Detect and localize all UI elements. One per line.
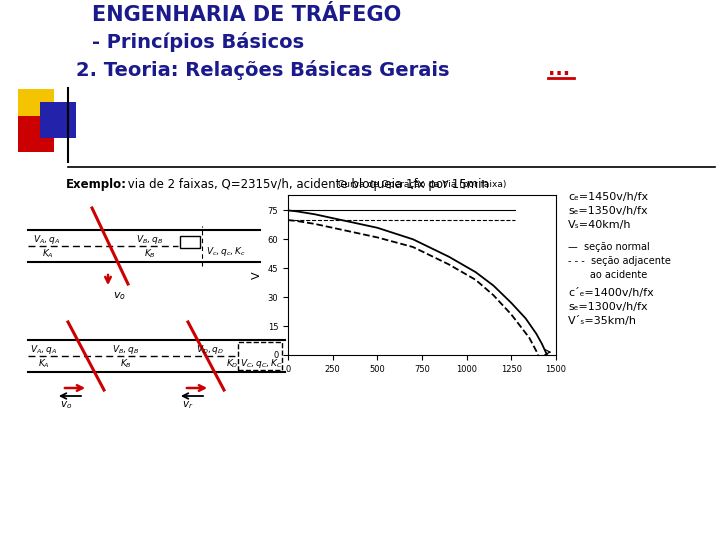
Text: V´ₛ=35km/h: V´ₛ=35km/h	[568, 316, 637, 326]
Text: $v_o$: $v_o$	[60, 399, 72, 411]
Text: ENGENHARIA DE TRÁFEGO: ENGENHARIA DE TRÁFEGO	[92, 5, 401, 25]
Bar	[238, 342, 282, 370]
Bar	[40, 102, 76, 138]
Text: $V_B,q_B$: $V_B,q_B$	[136, 233, 163, 246]
Text: $V_C, q_C, K_C$: $V_C, q_C, K_C$	[240, 357, 283, 370]
Text: $K_A$: $K_A$	[38, 357, 50, 370]
Text: $K_A$: $K_A$	[42, 248, 54, 260]
Text: Exemplo:: Exemplo:	[66, 178, 127, 191]
Text: $v_o$: $v_o$	[113, 290, 126, 302]
Bar	[180, 236, 200, 248]
Title: Curva de Operação da Via (por faixa): Curva de Operação da Via (por faixa)	[338, 180, 506, 188]
Text: Vₛ=40km/h: Vₛ=40km/h	[568, 220, 631, 230]
Bar	[18, 89, 54, 125]
Text: $K_B$: $K_B$	[144, 248, 156, 260]
Text: $K_D$: $K_D$	[226, 357, 238, 370]
Text: $V_c,q_c,K_c$: $V_c,q_c,K_c$	[206, 246, 246, 259]
Text: ...: ...	[548, 60, 570, 79]
Bar	[18, 116, 54, 152]
Text: c´ₑ=1400v/h/fx: c´ₑ=1400v/h/fx	[568, 288, 654, 298]
Text: $V_A, q_A$: $V_A, q_A$	[30, 342, 57, 355]
Text: 2. Teoria: Relações Básicas Gerais: 2. Teoria: Relações Básicas Gerais	[76, 60, 449, 80]
Text: $v_r$: $v_r$	[182, 399, 194, 411]
Text: —  seção normal: — seção normal	[568, 242, 649, 252]
Text: - Princípios Básicos: - Princípios Básicos	[92, 32, 304, 52]
Text: - - -  seção adjacente: - - - seção adjacente	[568, 256, 671, 266]
Y-axis label: V: V	[252, 271, 262, 279]
Text: $V_B, q_B$: $V_B, q_B$	[112, 342, 139, 355]
Text: $K_B$: $K_B$	[120, 357, 132, 370]
Text: cₑ=1450v/h/fx: cₑ=1450v/h/fx	[568, 192, 648, 202]
Text: via de 2 faixas, Q=2315v/h, acidente bloqueia 1fx por 15min: via de 2 faixas, Q=2315v/h, acidente blo…	[124, 178, 489, 191]
Text: sₑ=1350v/h/fx: sₑ=1350v/h/fx	[568, 206, 647, 216]
Text: ao acidente: ao acidente	[568, 270, 647, 280]
Text: $V_A,q_A$: $V_A,q_A$	[33, 233, 60, 246]
Text: $V_D, q_D$: $V_D, q_D$	[196, 342, 224, 355]
Text: sₑ=1300v/h/fx: sₑ=1300v/h/fx	[568, 302, 647, 312]
